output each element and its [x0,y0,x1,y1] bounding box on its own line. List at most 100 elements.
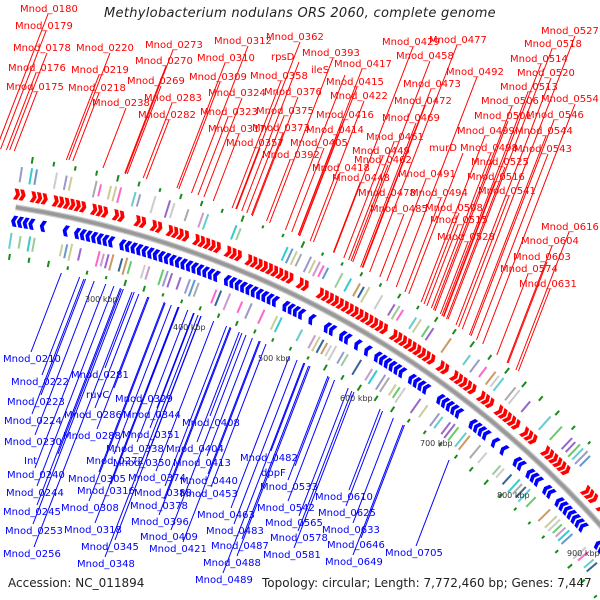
forward-gene-arrow [100,206,109,218]
leader-line [297,390,353,532]
gene-arrow-shape [450,404,460,416]
leader-line [36,285,115,487]
gene-arrow-shape [169,254,178,267]
gene-arrow-shape [152,249,161,261]
gene-arrow-shape [96,233,105,245]
gene-arrow-shape [102,234,110,247]
leader-line [178,81,221,190]
leader-line [241,61,300,212]
gene-arrow-shape [453,373,464,385]
forward-gene-label: Mnod_0546 [526,110,584,121]
leader-line [443,63,542,318]
leader-line [426,224,459,307]
gene-arrow-shape [202,266,211,279]
reverse-gene-arrow [562,505,574,516]
forward-gene-arrow [56,196,65,208]
marker-inner [104,275,108,280]
reverse-gene-label: Mnod_0483 [206,526,264,537]
cog-feature-outer [492,377,505,392]
reverse-gene-label: Mnod_0396 [131,517,189,528]
gene-arrow-shape [578,522,590,533]
reverse-gene-label: Mnod_0487 [211,541,269,552]
gene-arrow-shape [229,277,238,289]
forward-gene-arrow [518,426,530,438]
forward-gene-arrow [73,199,81,212]
reverse-gene-label: Mnod_0488 [203,558,261,569]
reverse-gene-label: Mnod_0344 [123,410,181,421]
gene-arrow-shape [499,445,510,456]
marker-inner [340,374,345,381]
forward-gene-label: Mnod_0415 [326,77,384,88]
leader-line [270,362,306,452]
genome-summary-text: Topology: circular; Length: 7,772,460 bp… [262,576,592,590]
cog-feature-outer [149,195,157,214]
forward-gene-arrow [501,411,513,423]
gene-arrow-shape [393,331,403,344]
forward-gene-label: Mnod_0218 [68,83,126,94]
gene-arrow-shape [529,472,540,484]
gene-arrow-shape [264,262,273,275]
cog-feature-inner [517,488,531,503]
leader-line [65,74,100,161]
forward-gene-arrow [138,216,147,229]
leader-line [102,107,127,169]
gene-arrow-shape [266,293,275,305]
cog-feature-outer [440,337,452,354]
forward-gene-arrow [527,433,538,445]
cog-feature-outer [302,256,313,273]
gene-arrow-shape [174,256,183,269]
reverse-gene-arrow [240,281,249,294]
forward-gene-label: Mnod_0501 [474,111,532,122]
reverse-gene-arrow [287,303,297,315]
forward-gene-arrow [374,319,384,332]
forward-gene-arrow [393,331,403,344]
gene-arrow-shape [223,274,232,287]
gene-arrow-shape [85,230,93,243]
gene-arrow-shape [562,505,574,516]
gene-arrow-shape [191,262,200,274]
leader-line [149,312,195,429]
reverse-gene-label: Mnod_0253 [5,526,63,537]
leader-line [34,283,107,469]
reverse-gene-arrow [261,290,270,303]
gene-arrow-shape [185,260,194,273]
forward-gene-label: Mnod_0541 [478,186,536,197]
cog-feature-inner [117,258,124,272]
cog-feature-outer [549,426,563,441]
marker-inner [422,430,427,435]
gene-arrow-shape [412,376,423,389]
marker-inner [66,266,70,271]
forward-gene-label: Mnod_0373 [252,123,310,134]
reverse-gene-arrow [16,216,25,229]
marker-inner [288,346,293,351]
marker-inner [46,260,51,268]
cog-feature-inner [440,421,452,435]
cog-feature-inner [311,336,321,352]
gene-arrow-shape [141,245,150,258]
reverse-gene-label: Mnod_0308 [61,503,119,514]
reverse-gene-label: Mnod_0409 [140,532,198,543]
reverse-gene-arrow [11,215,19,228]
forward-gene-arrow [448,369,459,382]
forward-gene-arrow [29,191,37,203]
leader-line [475,153,549,341]
leader-line [209,332,243,417]
gene-arrow-shape [111,208,120,221]
cog-feature-outer [311,261,321,277]
forward-gene-label: Mnod_0357 [226,138,284,149]
gene-arrow-shape [344,302,354,315]
reverse-gene-arrow [234,279,243,291]
gene-arrow-shape [579,484,591,496]
reverse-gene-label: Mnod_0542 [257,503,315,514]
marker-inner [527,521,532,525]
leader-line [236,365,311,557]
cog-feature-inner [307,334,317,349]
cog-feature-inner [99,253,105,267]
gene-arrow-shape [16,216,25,229]
gene-arrow-shape [28,218,36,231]
leader-line [250,132,284,216]
gene-arrow-shape [556,460,567,472]
cog-feature-inner [327,345,338,361]
forward-gene-arrow [197,235,206,248]
marker-outer [116,174,120,182]
